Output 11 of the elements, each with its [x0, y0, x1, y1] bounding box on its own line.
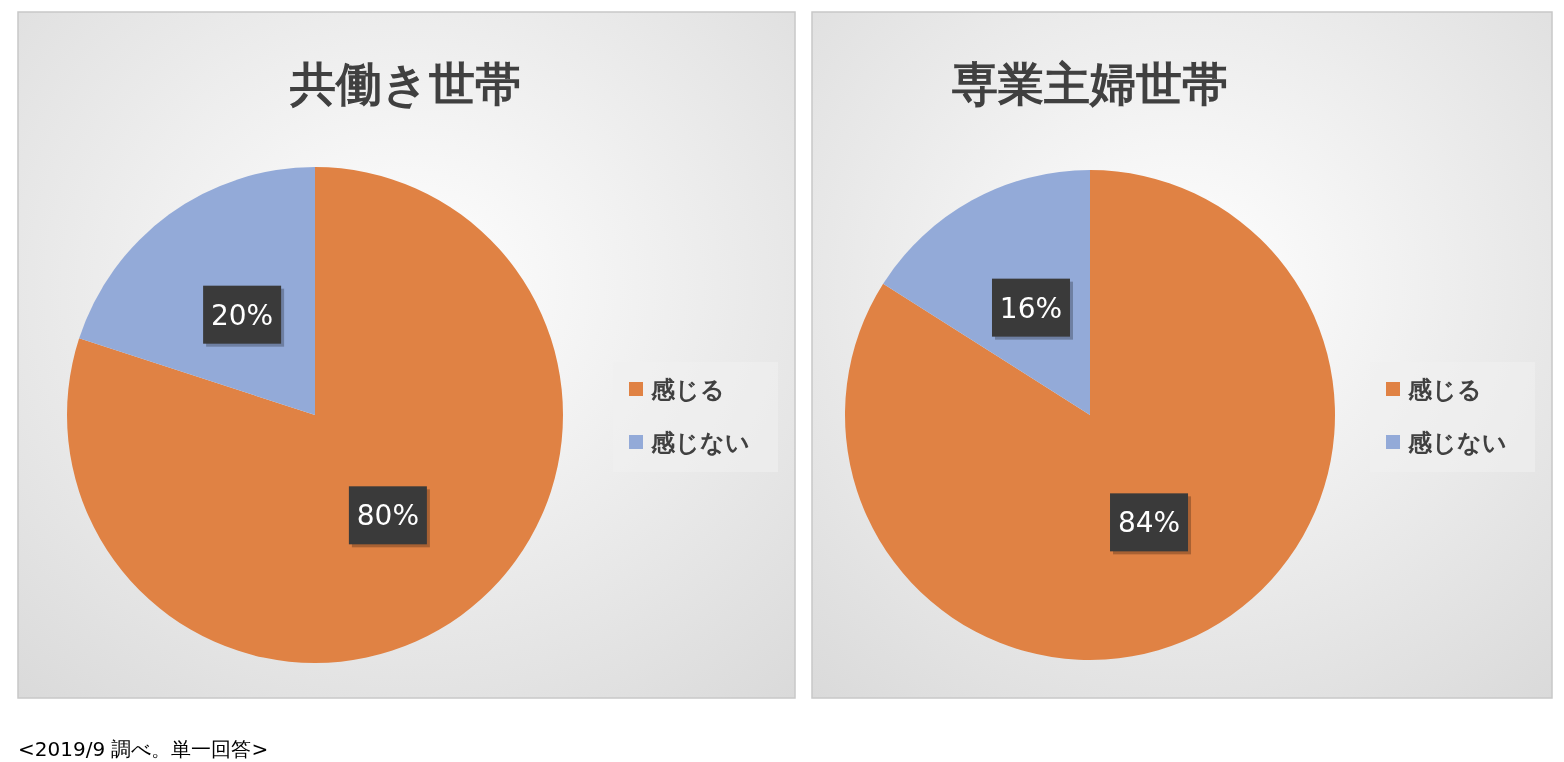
- data-label: 20%: [211, 298, 274, 332]
- data-label: 80%: [356, 499, 419, 533]
- data-label: 16%: [999, 291, 1063, 325]
- legend-label: 感じない: [650, 428, 750, 457]
- legend-label: 感じない: [1407, 428, 1507, 457]
- legend-label: 感じる: [1407, 375, 1482, 404]
- chart-title: 共働き世帯: [288, 57, 521, 111]
- chart-title: 専業主婦世帯: [952, 57, 1228, 111]
- data-label: 84%: [1117, 506, 1181, 540]
- text: <2019/9 調べ。単一回答>: [18, 737, 269, 761]
- legend-label: 感じる: [650, 375, 725, 404]
